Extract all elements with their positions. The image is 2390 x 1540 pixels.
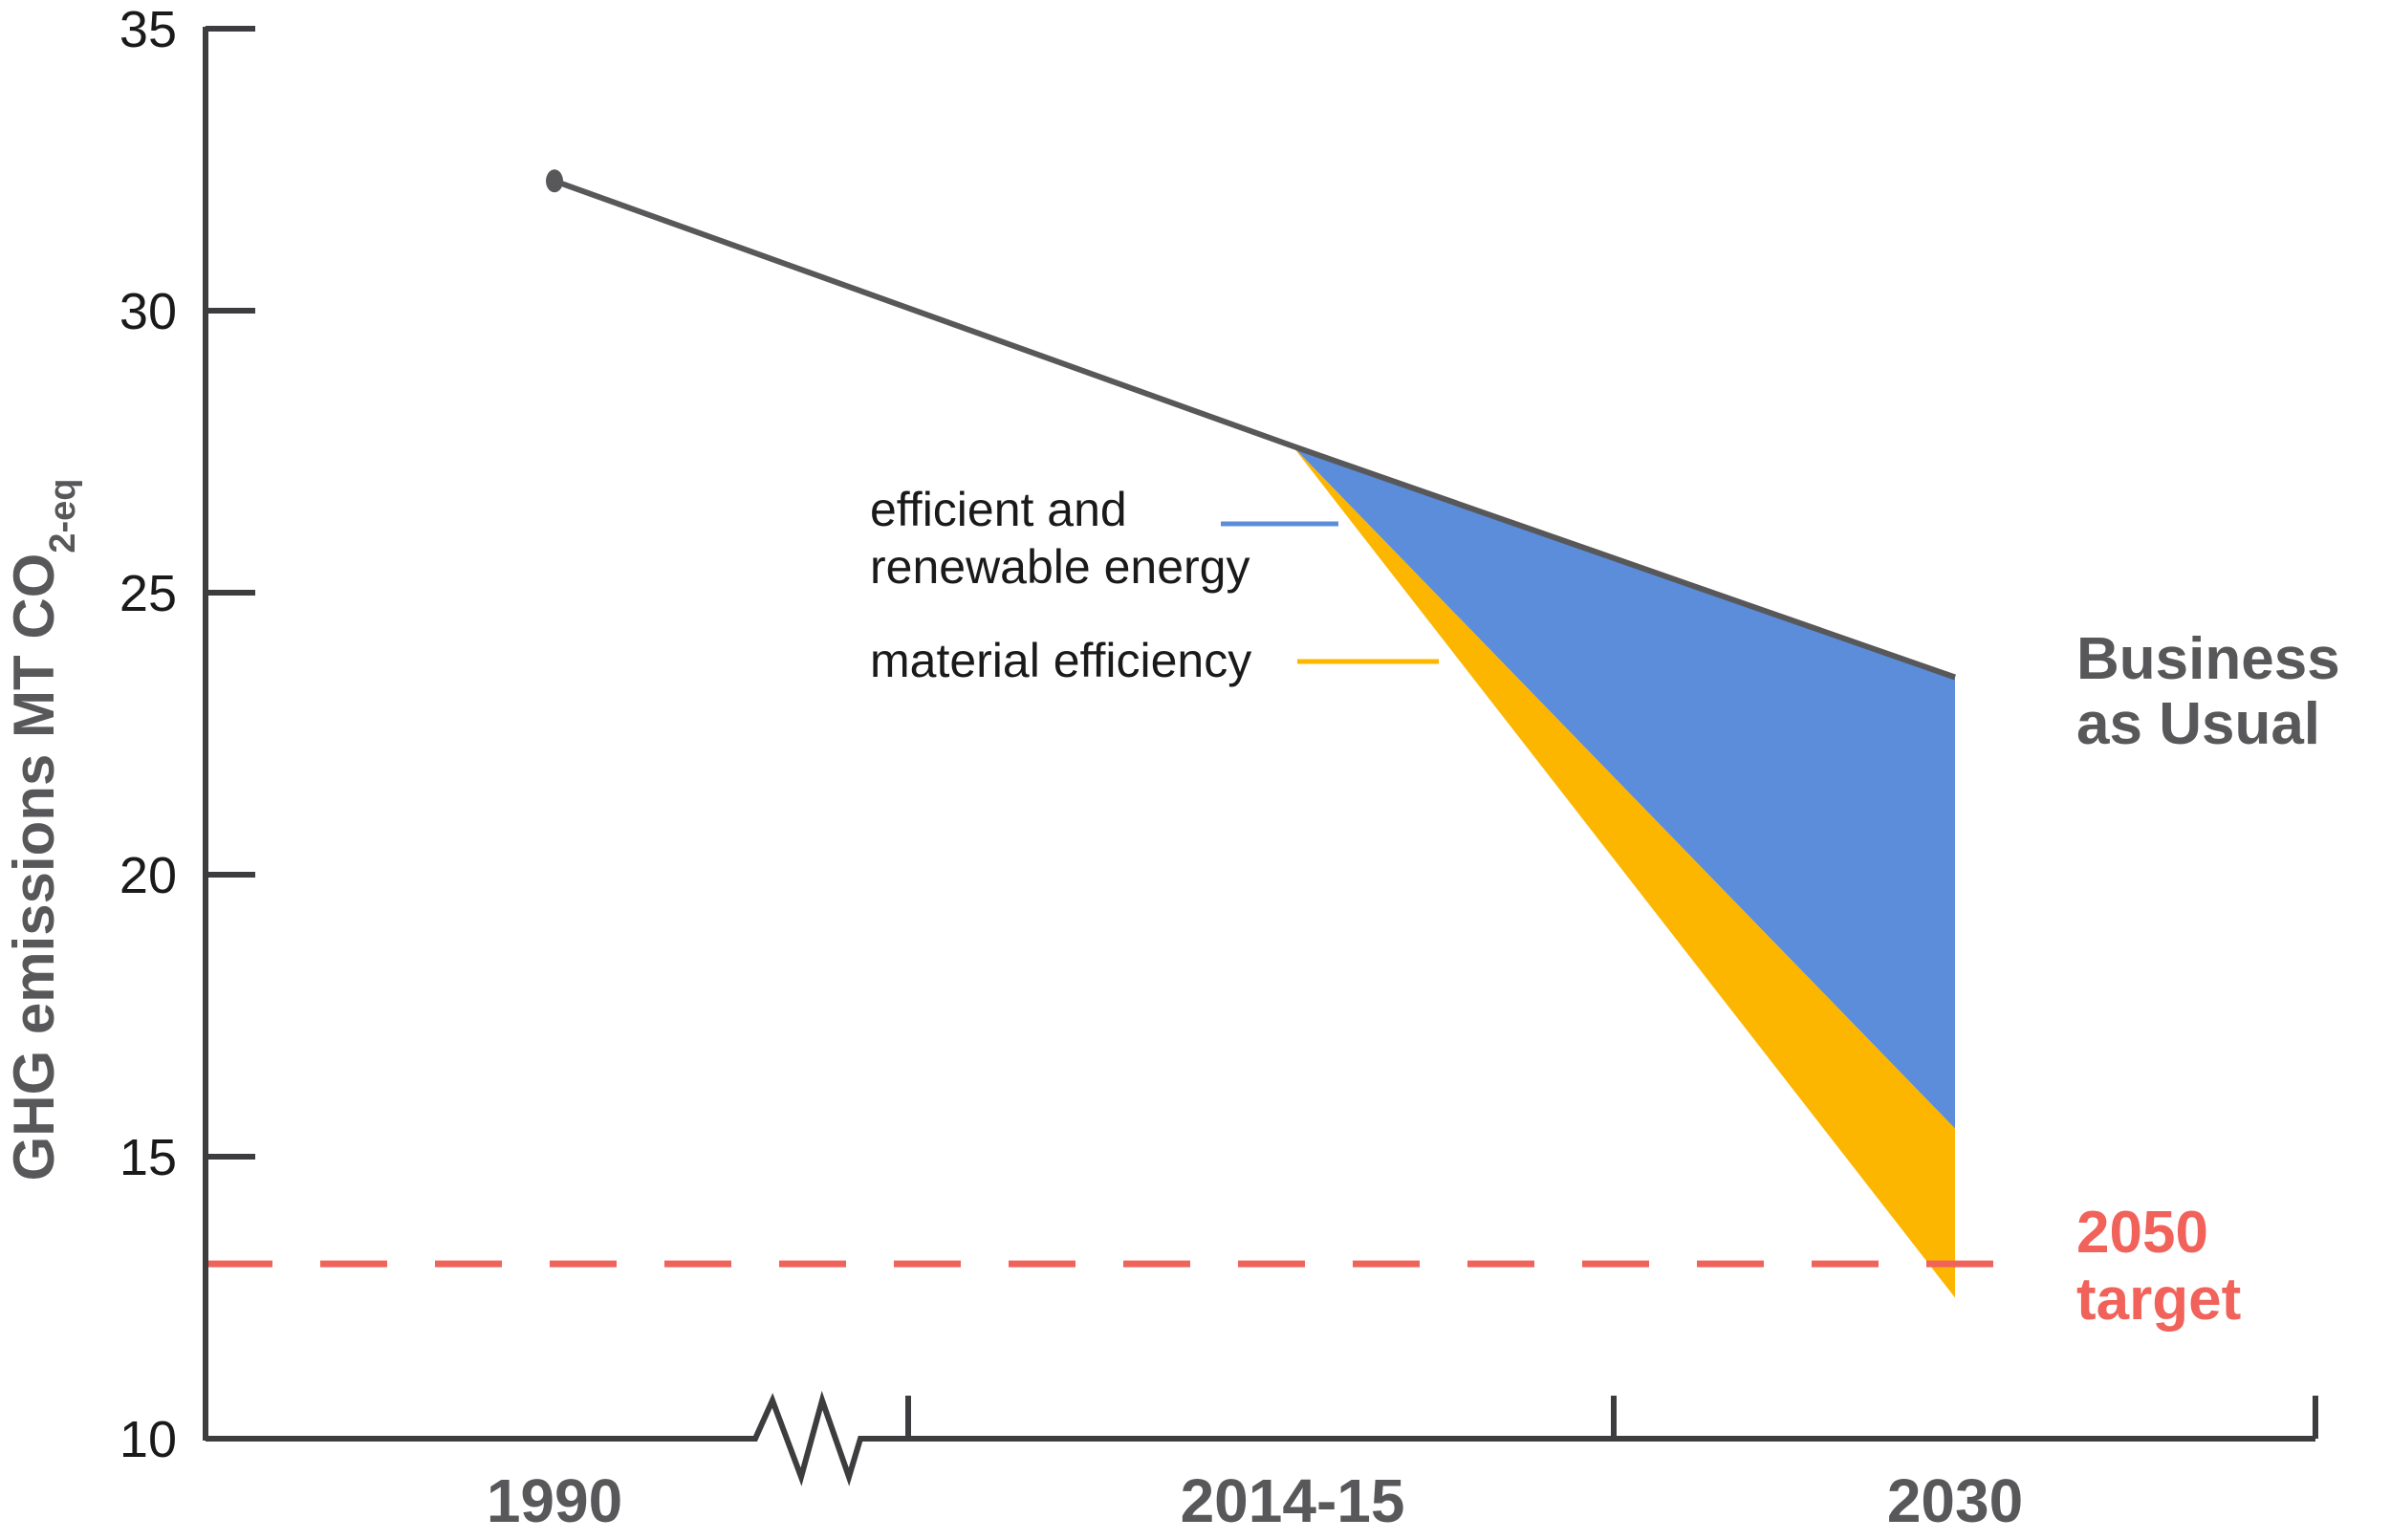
series-layer (546, 169, 1956, 681)
x-axis-line-with-break (206, 1390, 2315, 1486)
y-axis-title-subscript: 2-eq (43, 479, 83, 553)
legend-renewable-line-2: renewable energy (870, 540, 1250, 594)
renewable-energy-band (1293, 445, 1955, 1129)
legend-material-label: material efficiency (870, 634, 1251, 687)
y-tick-label-20: 20 (120, 847, 177, 904)
x-category-label-1990: 1990 (487, 1466, 622, 1535)
x-category-label-2014-15: 2014-15 (1181, 1466, 1405, 1535)
legend-layer: efficient and renewable energy material ef… (870, 483, 1439, 687)
y-tick-label-30: 30 (120, 283, 177, 340)
x-category-label-2030: 2030 (1887, 1466, 2023, 1535)
bau-label-line-2: as Usual (2076, 691, 2320, 757)
y-tick-label-15: 15 (120, 1129, 177, 1186)
y-tick-label-35: 35 (120, 1, 177, 58)
target-label-line-2: target (2076, 1267, 2241, 1333)
business-as-usual-line (553, 178, 1956, 681)
target-label-line-1: 2050 (2076, 1200, 2208, 1266)
bau-label-line-1: Business (2076, 626, 2340, 692)
legend-renewable-label: efficient and renewable energy (870, 483, 1250, 594)
band-layer (1293, 445, 1955, 1298)
y-axis-title-main: GHG emissions MT CO (2, 553, 66, 1182)
y-tick-label-25: 25 (120, 565, 177, 622)
material-efficiency-band (1293, 445, 1955, 1298)
axes-layer: 10 15 20 25 30 35 1990 2014-15 2030 GHG emissions… (2, 1, 2318, 1535)
legend-renewable-line-1: efficient and (870, 483, 1127, 536)
bau-point-1990 (546, 169, 563, 193)
y-axis-title: GHG emissions MT CO2-eq (2, 479, 83, 1182)
y-tick-label-10: 10 (120, 1411, 177, 1468)
